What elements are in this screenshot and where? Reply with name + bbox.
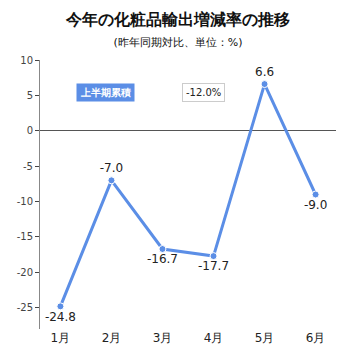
- svg-text:3月: 3月: [153, 331, 173, 345]
- svg-text:-17.7: -17.7: [198, 259, 229, 273]
- svg-text:-20: -20: [17, 267, 33, 278]
- svg-text:0: 0: [27, 125, 33, 136]
- svg-text:-7.0: -7.0: [100, 161, 123, 175]
- svg-text:5: 5: [27, 90, 33, 101]
- svg-text:-15: -15: [17, 231, 33, 242]
- svg-text:-25: -25: [17, 302, 33, 313]
- svg-text:-5: -5: [23, 161, 33, 172]
- svg-text:5月: 5月: [255, 331, 275, 345]
- svg-text:-10: -10: [17, 196, 33, 207]
- svg-text:10: 10: [20, 55, 33, 66]
- svg-text:今年の化粧品輸出増減率の推移(昨年同期対比、単位：%): 今年の化粧品輸出増減率の推移(昨年同期対比、単位：%): [65, 10, 290, 49]
- svg-text:-24.8: -24.8: [45, 310, 76, 324]
- svg-text:-16.7: -16.7: [147, 252, 178, 266]
- svg-text:6月: 6月: [306, 331, 326, 345]
- svg-text:1月: 1月: [51, 331, 71, 345]
- svg-text:上半期累積: 上半期累積: [80, 87, 131, 98]
- svg-text:2月: 2月: [102, 331, 122, 345]
- svg-text:-9.0: -9.0: [304, 198, 327, 212]
- svg-text:-12.0%: -12.0%: [186, 87, 221, 98]
- svg-text:6.6: 6.6: [255, 65, 274, 79]
- svg-text:4月: 4月: [204, 331, 224, 345]
